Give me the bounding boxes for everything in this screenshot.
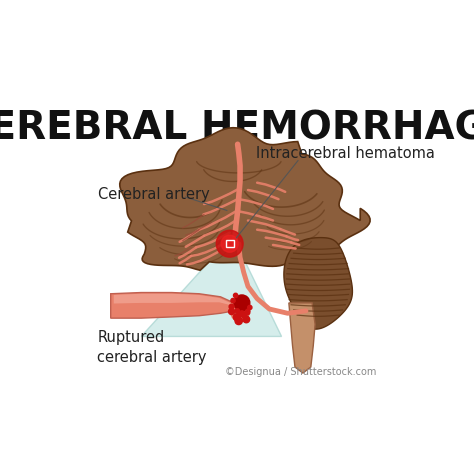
Circle shape bbox=[239, 311, 244, 316]
Circle shape bbox=[243, 316, 250, 323]
Circle shape bbox=[234, 295, 250, 311]
Text: CEREBRAL HEMORRHAGE: CEREBRAL HEMORRHAGE bbox=[0, 109, 474, 147]
Circle shape bbox=[221, 235, 238, 252]
Circle shape bbox=[237, 314, 241, 318]
Circle shape bbox=[231, 303, 249, 321]
Circle shape bbox=[233, 314, 240, 320]
Circle shape bbox=[246, 309, 250, 313]
Circle shape bbox=[229, 304, 234, 309]
Circle shape bbox=[243, 315, 247, 319]
Circle shape bbox=[228, 309, 235, 315]
Text: ©Designua / Shutterstock.com: ©Designua / Shutterstock.com bbox=[225, 367, 376, 377]
Circle shape bbox=[241, 312, 247, 318]
Circle shape bbox=[235, 317, 242, 325]
Circle shape bbox=[234, 293, 238, 298]
Polygon shape bbox=[114, 294, 231, 305]
Polygon shape bbox=[284, 237, 352, 329]
Polygon shape bbox=[289, 303, 315, 373]
Polygon shape bbox=[141, 244, 282, 337]
Circle shape bbox=[245, 310, 250, 315]
Circle shape bbox=[216, 230, 243, 257]
Circle shape bbox=[235, 307, 245, 317]
Circle shape bbox=[235, 309, 239, 313]
Polygon shape bbox=[120, 128, 370, 270]
Text: Cerebral artery: Cerebral artery bbox=[99, 187, 210, 202]
Text: Intracerebral hematoma: Intracerebral hematoma bbox=[256, 146, 435, 161]
Polygon shape bbox=[111, 292, 240, 318]
Circle shape bbox=[231, 299, 235, 303]
Text: Ruptured
cerebral artery: Ruptured cerebral artery bbox=[97, 330, 207, 365]
Circle shape bbox=[248, 305, 252, 310]
